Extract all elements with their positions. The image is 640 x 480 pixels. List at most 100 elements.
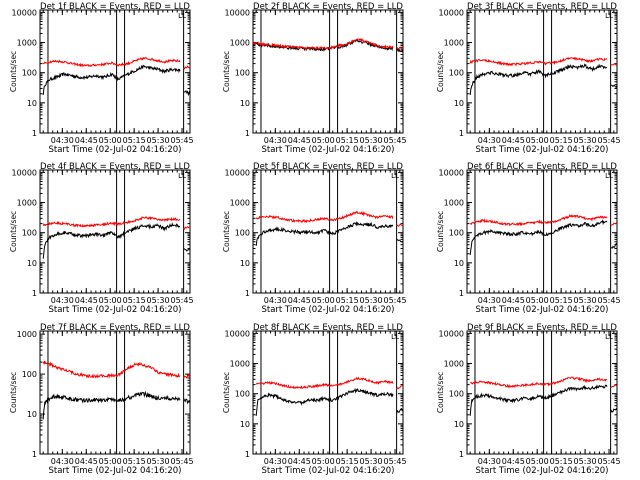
x-tick-label: 04:45 — [502, 457, 525, 466]
x-tick-label: 05:00 — [312, 457, 335, 466]
y-tick-label: 1000 — [17, 199, 37, 208]
x-tick-label: 05:30 — [360, 296, 383, 305]
y-tick-label: 100 — [22, 370, 37, 379]
series-line-lld — [253, 38, 394, 51]
x-axis-label: Start Time (02-Jul-02 04:16:20) — [262, 466, 395, 476]
x-axis-label: Start Time (02-Jul-02 04:16:20) — [49, 305, 182, 315]
y-tick-label: 10000 — [439, 168, 464, 177]
x-tick-label: 04:30 — [264, 136, 287, 145]
x-tick-label: 05:30 — [574, 136, 597, 145]
series-line-lld-post-gap — [610, 384, 617, 388]
chart-title: Det 7f BLACK = Events, RED = LLD — [40, 323, 190, 333]
series-line-lld — [470, 376, 608, 389]
series-line-lld — [255, 210, 394, 224]
corner-label: LL — [178, 172, 186, 180]
y-tick-label: 100 — [235, 69, 250, 78]
series-line-lld — [255, 376, 394, 390]
y-tick-label: 1 — [245, 129, 250, 138]
x-tick-label: 05:45 — [597, 136, 620, 145]
plot-frame — [39, 330, 191, 455]
x-tick-label: 04:45 — [75, 457, 98, 466]
y-tick-label: 1 — [459, 450, 464, 459]
chart-panel-7: Det 7f BLACK = Events, RED = LLD 1 10 100 10… — [9, 323, 194, 476]
y-tick-label: 1 — [32, 129, 37, 138]
x-tick-label: 05:00 — [312, 296, 335, 305]
y-tick-label: 10000 — [225, 168, 250, 177]
corner-label: LL — [391, 172, 399, 180]
series-line-lld — [42, 215, 181, 228]
x-tick-label: 04:45 — [288, 296, 311, 305]
x-tick-label: 05:30 — [360, 457, 383, 466]
corner-label: LL — [605, 333, 613, 341]
x-tick-label: 05:30 — [574, 457, 597, 466]
plot-frame — [252, 330, 404, 455]
series-line-events-post-gap — [396, 238, 403, 243]
y-tick-label: 1 — [459, 129, 464, 138]
x-tick-label: 04:45 — [288, 457, 311, 466]
chart-title: Det 6f BLACK = Events, RED = LLD — [467, 162, 617, 172]
plot-frame — [39, 9, 191, 134]
series-line-lld — [42, 360, 181, 379]
x-tick-label: 05:45 — [170, 457, 193, 466]
y-tick-label: 10 — [240, 99, 250, 108]
x-axis-label: Start Time (02-Jul-02 04:16:20) — [476, 466, 609, 476]
chart-panel-1: Det 1f BLACK = Events, RED = LLD 1 10 100 10… — [9, 2, 194, 155]
x-tick-label: 05:30 — [147, 136, 170, 145]
series-line-lld — [469, 56, 608, 67]
series-line-events — [469, 384, 608, 416]
series-line-lld-post-gap — [610, 62, 617, 66]
y-axis-label: Counts/sec — [9, 51, 18, 92]
x-tick-label: 05:15 — [550, 296, 573, 305]
chart-panel-5: Det 5f BLACK = Events, RED = LLD 1 10 100 10… — [222, 162, 407, 315]
x-axis-label: Start Time (02-Jul-02 04:16:20) — [476, 305, 609, 315]
chart-title: Det 1f BLACK = Events, RED = LLD — [40, 2, 190, 12]
series-line-events — [469, 219, 608, 255]
chart-title: Det 9f BLACK = Events, RED = LLD — [467, 323, 617, 333]
y-tick-label: 10 — [454, 259, 464, 268]
corner-label: LL — [391, 333, 399, 341]
x-tick-label: 05:00 — [312, 136, 335, 145]
chart-panel-2: Det 2f BLACK = Events, RED = LLD 1 10 100 10… — [222, 2, 407, 155]
x-tick-label: 05:15 — [550, 136, 573, 145]
y-tick-label: 10000 — [439, 329, 464, 338]
x-tick-label: 04:30 — [51, 136, 74, 145]
y-tick-label: 10000 — [439, 8, 464, 17]
x-tick-label: 05:15 — [336, 296, 359, 305]
series-line-events — [255, 220, 394, 246]
y-axis-label: Counts/sec — [9, 211, 18, 252]
y-tick-label: 100 — [235, 229, 250, 238]
y-tick-label: 10 — [27, 259, 37, 268]
x-tick-label: 05:45 — [597, 457, 620, 466]
x-tick-label: 04:30 — [51, 296, 74, 305]
y-tick-label: 1 — [32, 450, 37, 459]
series-line-events — [42, 390, 181, 420]
chart-panel-8: Det 8f BLACK = Events, RED = LLD 1 10 100 10… — [222, 323, 407, 476]
chart-panel-6: Det 6f BLACK = Events, RED = LLD 1 10 100 10… — [436, 162, 621, 315]
chart-panel-9: Det 9f BLACK = Events, RED = LLD 1 10 100 10… — [436, 323, 621, 476]
series-line-lld-post-gap — [183, 65, 190, 70]
series-line-events-post-gap — [610, 407, 617, 413]
x-tick-label: 05:15 — [123, 296, 146, 305]
y-tick-label: 10 — [240, 420, 250, 429]
y-axis-label: Counts/sec — [436, 51, 445, 92]
x-tick-label: 05:45 — [383, 457, 406, 466]
y-tick-label: 10 — [454, 420, 464, 429]
y-axis-label: Counts/sec — [436, 372, 445, 413]
x-tick-label: 05:30 — [574, 296, 597, 305]
x-tick-label: 05:45 — [383, 136, 406, 145]
plot-frame — [252, 9, 404, 134]
x-axis-label: Start Time (02-Jul-02 04:16:20) — [476, 145, 609, 155]
chart-title: Det 2f BLACK = Events, RED = LLD — [253, 2, 403, 12]
series-line-events — [42, 222, 180, 259]
x-tick-label: 05:45 — [597, 296, 620, 305]
y-axis-label: Counts/sec — [436, 211, 445, 252]
y-axis-label: Counts/sec — [9, 372, 18, 413]
x-tick-label: 04:45 — [75, 296, 98, 305]
x-axis-label: Start Time (02-Jul-02 04:16:20) — [49, 145, 182, 155]
x-tick-label: 04:30 — [51, 457, 74, 466]
y-tick-label: 10 — [27, 410, 37, 419]
y-tick-label: 100 — [22, 69, 37, 78]
x-tick-label: 05:00 — [526, 457, 549, 466]
plot-frame — [39, 169, 191, 294]
